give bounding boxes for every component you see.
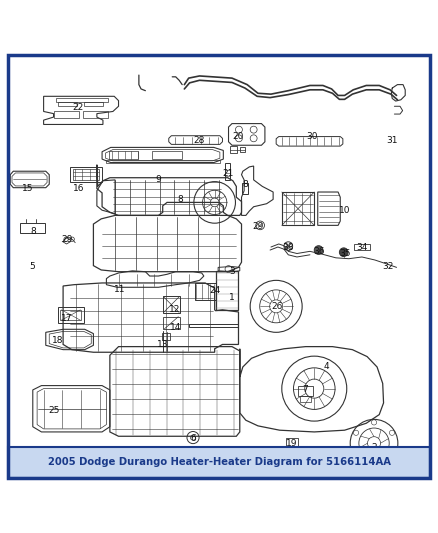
Bar [58, 102, 77, 106]
Text: 23: 23 [183, 448, 194, 457]
Text: 21: 21 [222, 169, 233, 178]
Text: 22: 22 [73, 103, 84, 111]
Bar [162, 334, 170, 340]
Bar [287, 447, 296, 452]
Text: 17: 17 [61, 314, 72, 323]
Bar [300, 395, 311, 401]
Bar [163, 317, 180, 329]
Text: 19: 19 [286, 439, 297, 448]
Text: 18: 18 [52, 336, 64, 345]
Text: 34: 34 [356, 243, 367, 252]
Text: 13: 13 [157, 340, 169, 349]
Text: 11: 11 [113, 285, 125, 294]
Text: 20: 20 [233, 132, 244, 141]
Bar [186, 448, 193, 455]
Text: 31: 31 [386, 136, 398, 146]
Text: 6: 6 [190, 434, 196, 443]
Text: 1: 1 [229, 293, 235, 302]
Text: 36: 36 [313, 247, 325, 256]
Text: 35: 35 [339, 249, 350, 258]
Text: 9: 9 [155, 175, 161, 184]
Bar [163, 296, 180, 313]
Bar [109, 151, 138, 159]
Text: 8: 8 [242, 180, 248, 189]
Text: 26: 26 [272, 302, 283, 311]
Bar [353, 244, 370, 251]
Text: 16: 16 [73, 184, 84, 193]
Bar [60, 310, 81, 320]
Text: 2: 2 [371, 443, 377, 452]
Text: 38: 38 [283, 243, 294, 252]
Bar [8, 447, 430, 478]
Bar [195, 283, 215, 300]
Text: 2005 Dodge Durango Heater-Heater Diagram for 5166114AA: 2005 Dodge Durango Heater-Heater Diagram… [47, 457, 391, 467]
Text: 24: 24 [209, 286, 220, 295]
Bar [286, 438, 298, 446]
Text: 8: 8 [31, 228, 36, 236]
Text: 28: 28 [194, 136, 205, 146]
Text: 12: 12 [169, 305, 180, 314]
Circle shape [339, 248, 348, 256]
Bar [225, 163, 230, 180]
Text: 30: 30 [306, 132, 318, 141]
Text: 4: 4 [324, 362, 329, 372]
Bar [152, 151, 182, 159]
Bar [54, 111, 79, 118]
Text: 8: 8 [177, 195, 183, 204]
Text: 25: 25 [48, 406, 59, 415]
Circle shape [314, 246, 323, 254]
Bar [58, 308, 84, 322]
Bar [242, 183, 247, 194]
Text: 10: 10 [339, 206, 350, 215]
Text: 14: 14 [170, 324, 181, 333]
Text: 15: 15 [22, 184, 33, 193]
Bar [298, 386, 313, 396]
Text: 5: 5 [29, 262, 35, 271]
Bar [84, 102, 103, 106]
Text: 3: 3 [229, 267, 235, 276]
Text: 29: 29 [62, 235, 73, 244]
Text: 7: 7 [302, 385, 307, 394]
Bar [84, 111, 108, 118]
Text: 32: 32 [382, 262, 394, 271]
Text: 29: 29 [252, 222, 264, 231]
Bar [56, 98, 108, 101]
